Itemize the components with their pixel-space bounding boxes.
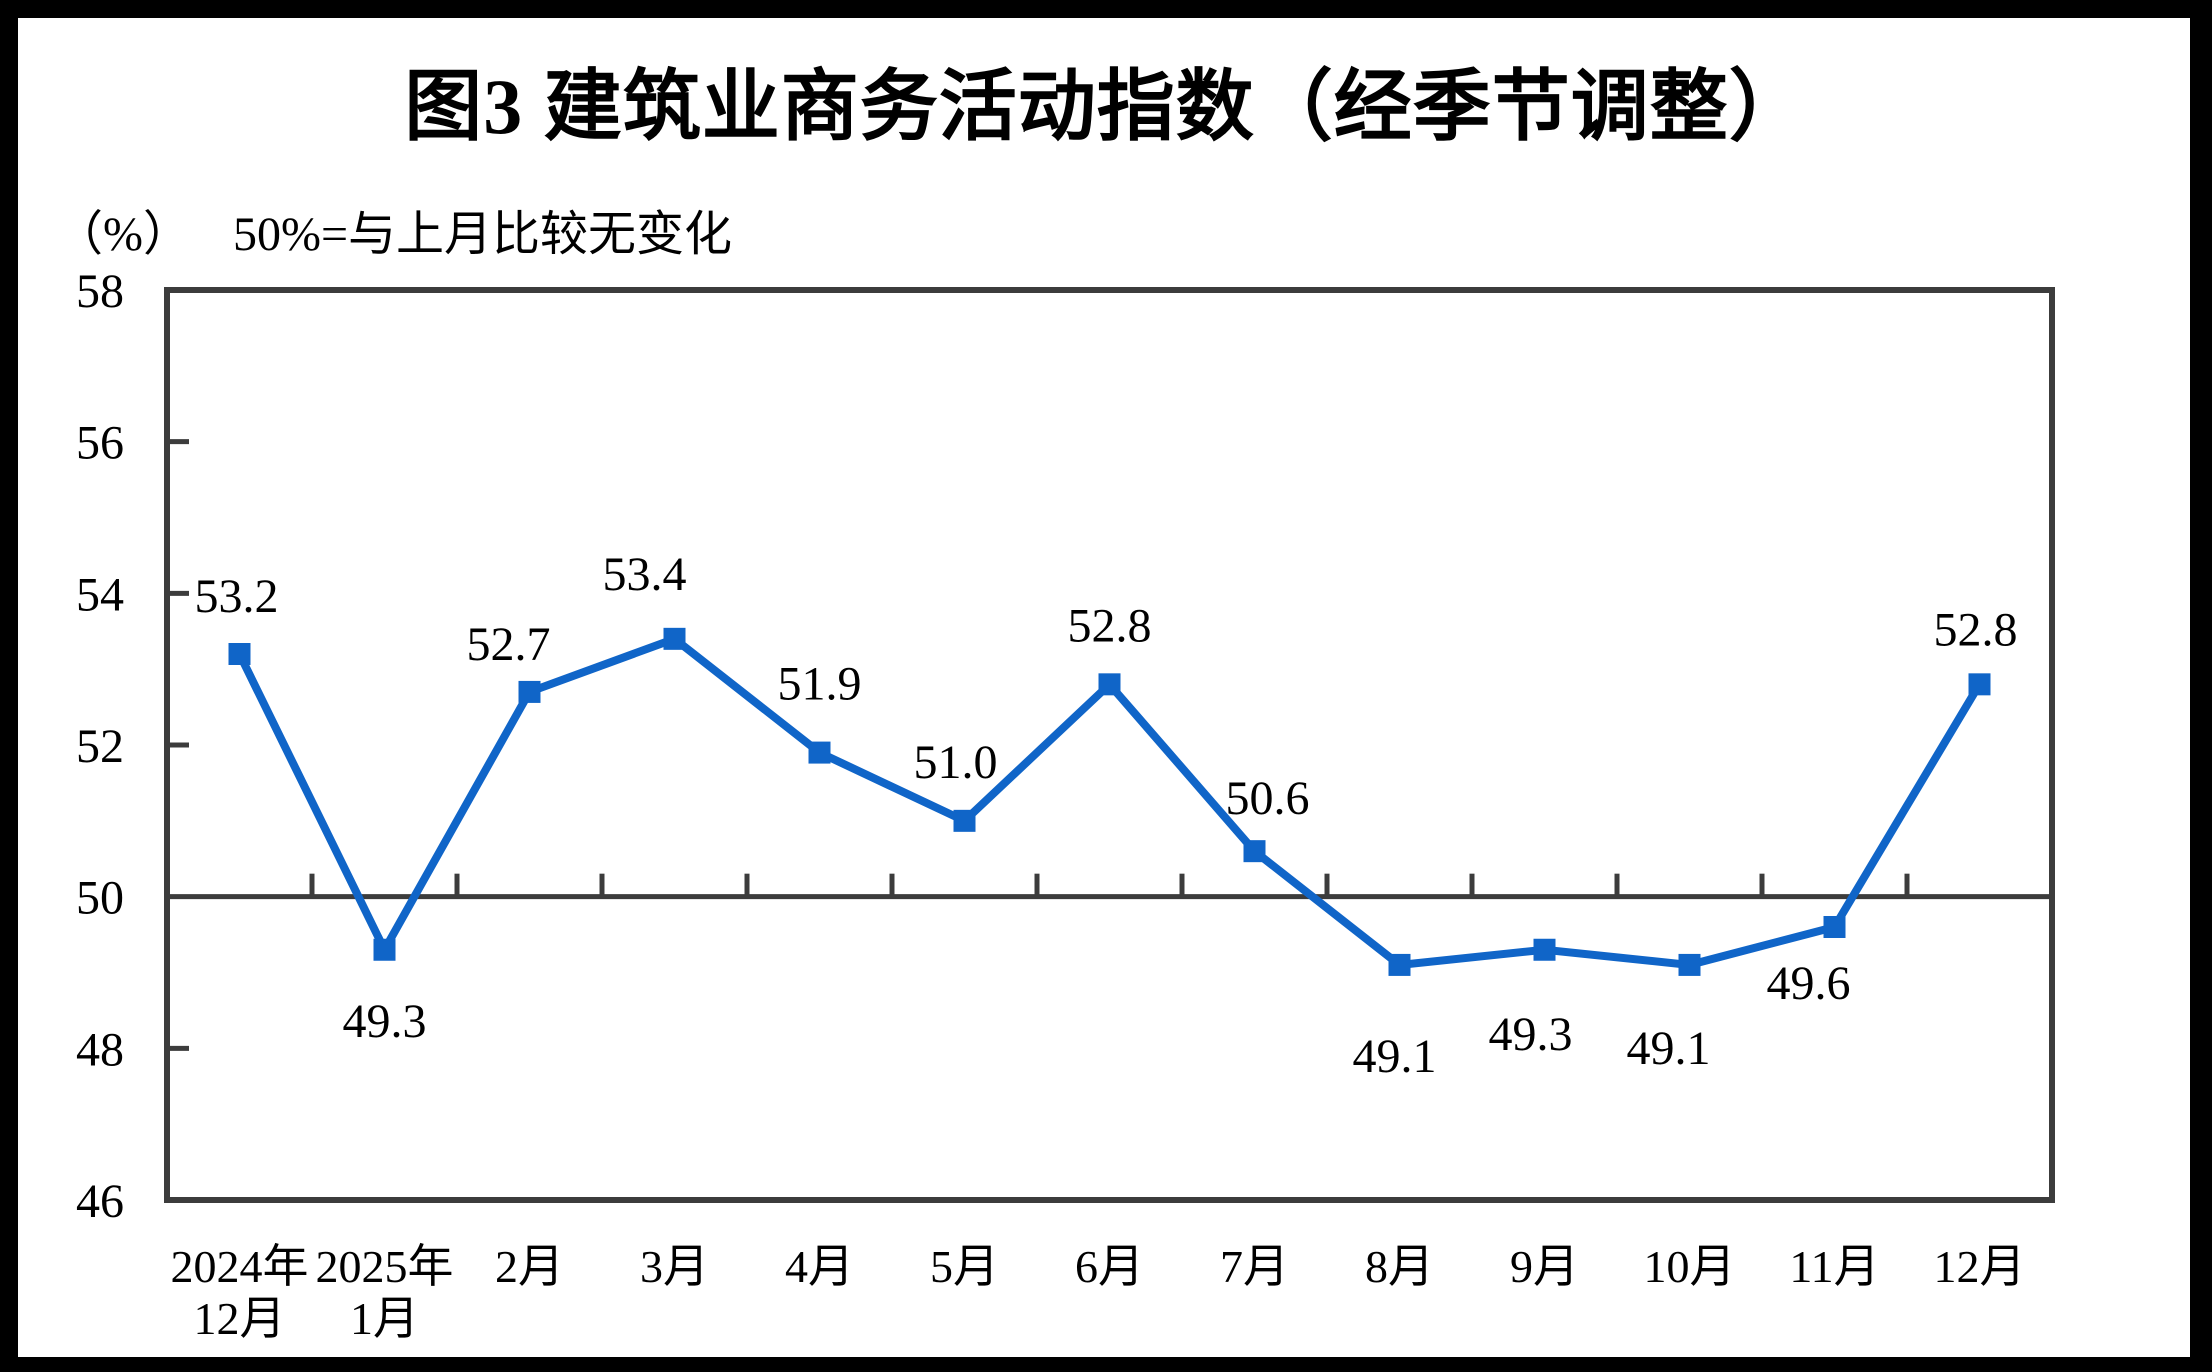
x-axis-category-label: 2024年 — [171, 1241, 309, 1292]
y-axis-tick-label: 58 — [76, 265, 124, 318]
data-point-marker — [518, 680, 541, 703]
x-axis-category-label: 3月 — [640, 1241, 709, 1292]
data-point-label: 49.3 — [343, 995, 427, 1048]
data-point-marker — [1243, 840, 1266, 863]
data-point-marker — [1678, 953, 1701, 976]
x-axis-category-label: 2025年 — [316, 1241, 454, 1292]
data-point-marker — [1533, 938, 1556, 961]
data-point-marker — [1388, 953, 1411, 976]
data-point-marker — [1098, 673, 1121, 696]
y-axis-tick-label: 46 — [76, 1175, 124, 1228]
data-point-marker — [373, 938, 396, 961]
data-point-marker — [1823, 916, 1846, 938]
x-axis-category-label: 1月 — [350, 1293, 419, 1344]
data-point-marker — [228, 643, 251, 665]
x-axis-category-label: 6月 — [1075, 1241, 1144, 1292]
x-axis-category-label: 7月 — [1220, 1241, 1289, 1292]
data-point-marker — [953, 809, 976, 832]
y-axis-tick-label: 48 — [76, 1023, 124, 1076]
data-point-label: 53.4 — [603, 548, 687, 601]
y-axis-tick-label: 54 — [76, 568, 124, 621]
reference-line-note: 50%=与上月比较无变化 — [233, 208, 733, 261]
data-point-label: 49.3 — [1489, 1008, 1573, 1061]
data-point-label: 51.9 — [778, 658, 862, 711]
data-point-marker — [1968, 673, 1991, 696]
chart-subtitle: （%） 50%=与上月比较无变化 — [55, 194, 732, 264]
x-axis-category-label: 8月 — [1365, 1241, 1434, 1292]
data-point-label: 49.1 — [1627, 1022, 1711, 1075]
x-axis-category-label: 11月 — [1789, 1241, 1879, 1292]
plot-frame — [164, 287, 2055, 1203]
x-axis-category-label: 9月 — [1510, 1241, 1579, 1292]
data-point-label: 53.2 — [195, 570, 279, 623]
data-point-marker — [663, 627, 686, 650]
data-point-label: 52.8 — [1934, 603, 2018, 656]
x-axis-category-label: 12月 — [1934, 1241, 2026, 1292]
data-point-label: 52.7 — [467, 618, 551, 671]
x-axis-category-label: 5月 — [930, 1241, 999, 1292]
chart-title: 图3 建筑业商务活动指数（经季节调整） — [404, 63, 1808, 150]
data-point-marker — [808, 741, 831, 764]
y-axis-tick-label: 52 — [76, 720, 124, 773]
x-axis-category-label: 12月 — [194, 1293, 286, 1344]
x-axis-category-label: 10月 — [1644, 1241, 1736, 1292]
data-point-label: 49.1 — [1353, 1030, 1437, 1083]
data-point-label: 50.6 — [1226, 772, 1310, 825]
x-axis-category-label: 4月 — [785, 1241, 854, 1292]
data-point-label: 52.8 — [1068, 599, 1152, 652]
y-axis-tick-label: 56 — [76, 417, 124, 470]
x-axis-category-label: 2月 — [495, 1241, 564, 1292]
y-axis-unit-label: （%） — [55, 208, 191, 261]
data-point-label: 49.6 — [1767, 957, 1851, 1010]
data-point-label: 51.0 — [914, 736, 998, 789]
y-axis-tick-label: 50 — [76, 872, 124, 925]
